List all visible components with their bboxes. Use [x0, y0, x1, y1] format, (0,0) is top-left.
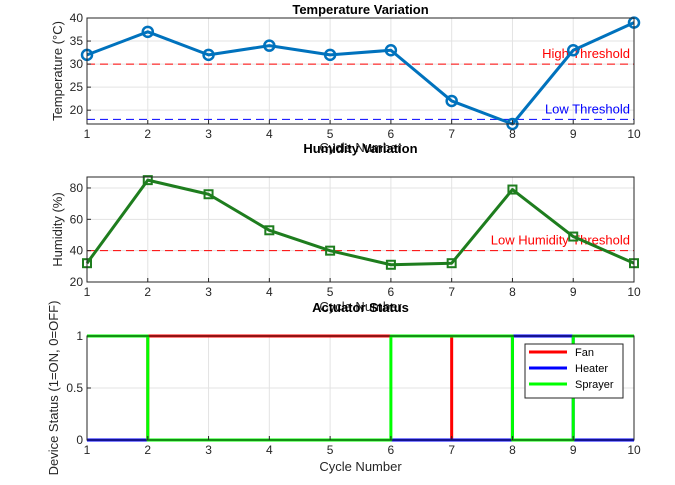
- y-tick-label: 80: [70, 181, 84, 195]
- series-line: [86, 21, 635, 126]
- data-point: [384, 44, 398, 57]
- x-tick-label: 5: [327, 443, 334, 457]
- x-tick-label: 5: [327, 285, 334, 299]
- x-tick-label: 7: [448, 443, 455, 457]
- y-tick-label: 35: [70, 34, 84, 48]
- chart-panel-2: Low Humidity Threshold 1 2 3 4 5 6 7 8 9 10 20 40 60 8…: [50, 141, 641, 314]
- y-tick-label: 20: [70, 103, 84, 117]
- data-point: [142, 175, 153, 186]
- y-axis-label: Temperature (°C): [50, 21, 65, 121]
- legend-label-heater: Heater: [575, 363, 608, 375]
- y-tick-label: 60: [70, 212, 84, 226]
- x-axis-label: Cycle Number: [319, 459, 402, 474]
- x-tick-label: 3: [205, 127, 212, 141]
- data-point: [507, 184, 518, 195]
- data-point: [202, 48, 215, 62]
- y-tick-label: 0: [76, 433, 83, 447]
- x-axis-label: Cycle Number: [319, 299, 402, 314]
- data-point: [445, 94, 458, 108]
- x-axis-label: Cycle Number: [319, 140, 402, 155]
- data-point: [446, 258, 457, 269]
- x-tick-label: 4: [266, 443, 273, 457]
- x-tick-label: 1: [84, 285, 91, 299]
- data-point: [566, 44, 580, 57]
- legend-label-sprayer: Sprayer: [575, 379, 614, 391]
- threshold-label: Low Threshold: [545, 101, 630, 116]
- chart-title: Humidity Variation: [303, 141, 417, 156]
- x-tick-label: 8: [509, 285, 516, 299]
- plot-area: [87, 177, 634, 282]
- x-tick-label: 1: [84, 443, 91, 457]
- x-tick-label: 10: [627, 127, 641, 141]
- y-tick-label: 40: [70, 244, 84, 258]
- y-axis-label: Humidity (%): [50, 192, 65, 266]
- legend: Fan Heater Sprayer: [524, 343, 624, 399]
- y-tick-label: 40: [70, 11, 84, 25]
- threshold-label: Low Humidity Threshold: [491, 233, 630, 248]
- y-tick-label: 20: [70, 275, 84, 289]
- y-tick-label: 0.5: [66, 381, 83, 395]
- x-tick-label: 4: [266, 285, 273, 299]
- x-tick-label: 1: [84, 127, 91, 141]
- chart-title: Temperature Variation: [292, 2, 428, 17]
- series-1: [82, 175, 639, 270]
- x-tick-label: 4: [266, 127, 273, 141]
- data-point: [141, 25, 155, 39]
- x-tick-label: 2: [144, 443, 151, 457]
- x-tick-label: 5: [327, 127, 334, 141]
- x-tick-label: 3: [205, 285, 212, 299]
- y-tick-label: 1: [76, 329, 83, 343]
- chart-panel-1: High Threshold Low Threshold 1 2 3 4 5 6 7 8 9 10 20…: [50, 2, 641, 155]
- y-tick-label: 25: [70, 80, 84, 94]
- data-point: [263, 39, 276, 52]
- data-point: [203, 189, 214, 200]
- x-tick-label: 10: [627, 443, 641, 457]
- threshold-label: High Threshold: [542, 46, 630, 61]
- legend-label-fan: Fan: [575, 347, 594, 359]
- data-point: [325, 245, 336, 256]
- data-point: [568, 231, 579, 242]
- x-tick-label: 10: [627, 285, 641, 299]
- y-tick-label: 30: [70, 57, 84, 71]
- chart-title: Actuator Status: [312, 300, 409, 315]
- x-tick-label: 8: [509, 443, 516, 457]
- data-point: [385, 259, 396, 270]
- x-tick-label: 9: [570, 127, 577, 141]
- x-tick-label: 2: [144, 285, 151, 299]
- x-tick-label: 7: [448, 285, 455, 299]
- x-tick-label: 6: [388, 285, 395, 299]
- x-tick-label: 8: [509, 127, 516, 141]
- data-point: [264, 225, 275, 236]
- plot-area: [87, 18, 634, 124]
- axes-box: [86, 17, 635, 125]
- y-axis-label: Device Status (1=ON, 0=OFF): [46, 301, 61, 476]
- x-tick-label: 9: [570, 285, 577, 299]
- axes-box: [86, 176, 635, 283]
- x-tick-label: 6: [388, 443, 395, 457]
- series-line: [85, 178, 635, 267]
- x-tick-label: 7: [448, 127, 455, 141]
- x-tick-label: 6: [388, 127, 395, 141]
- x-tick-label: 2: [144, 127, 151, 141]
- data-point: [323, 48, 337, 62]
- x-tick-label: 9: [570, 443, 577, 457]
- x-tick-label: 3: [205, 443, 212, 457]
